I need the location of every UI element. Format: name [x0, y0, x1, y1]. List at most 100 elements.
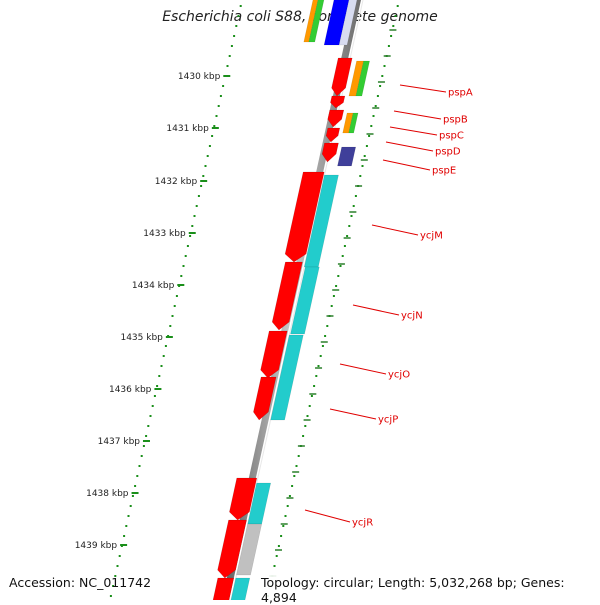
gene-cds-pspC — [325, 127, 341, 143]
gc-dot — [387, 45, 390, 47]
gene-cds-pspB — [330, 95, 346, 109]
gc-dot — [189, 235, 192, 237]
gene-label-ycjP: ycjP — [378, 415, 398, 426]
gc-dot — [125, 525, 128, 527]
gc-dot — [226, 65, 229, 67]
feature-tracks — [212, 0, 370, 600]
label-leader-line — [304, 509, 351, 523]
gc-dot — [184, 255, 187, 257]
gc-dot — [304, 425, 307, 427]
gc-dot — [164, 345, 167, 347]
gc-dot — [228, 55, 231, 57]
tick-label: 1436 kbp — [109, 385, 152, 395]
gene-label-pspE: pspE — [432, 166, 456, 177]
gene-label-ycjN: ycjN — [401, 311, 423, 322]
gene-cds-ycjT — [212, 577, 235, 600]
gc-dot — [180, 275, 183, 277]
label-leader-line — [399, 84, 447, 93]
gc-dot — [381, 75, 384, 77]
gc-dot — [197, 195, 200, 197]
gc-dot — [368, 135, 371, 137]
gc-dot — [142, 445, 145, 447]
gc-dot — [158, 375, 161, 377]
gc-dot — [315, 375, 318, 377]
label-leader-line — [389, 126, 438, 136]
gc-dot — [350, 215, 353, 217]
gc-dot — [324, 335, 327, 337]
label-leader-line — [393, 110, 442, 120]
label-leader-line — [382, 159, 431, 171]
gc-dot — [239, 5, 242, 7]
gc-dot — [202, 175, 205, 177]
gc-dot — [112, 585, 115, 587]
gc-dot — [372, 115, 375, 117]
gene-label-ycjM: ycjM — [420, 231, 443, 242]
gene-label-pspC: pspC — [439, 131, 464, 142]
gene-cds-pspB-2 — [327, 109, 345, 128]
gc-dot — [182, 265, 185, 267]
gc-dot — [217, 105, 220, 107]
gc-dot — [394, 15, 397, 17]
gc-dot — [140, 455, 143, 457]
gc-dot — [127, 515, 130, 517]
gc-dot — [173, 305, 176, 307]
label-leader-line — [329, 408, 377, 420]
cog-feature — [348, 112, 359, 134]
cog-feature — [290, 266, 320, 335]
gc-dot — [352, 205, 355, 207]
gc-dot — [219, 95, 222, 97]
gc-dot — [175, 295, 178, 297]
gc-dot — [208, 145, 211, 147]
gc-dot — [370, 125, 373, 127]
genome-stats-text: Topology: circular; Length: 5,032,268 bp… — [261, 575, 600, 605]
gc-dot — [118, 555, 121, 557]
gc-dot — [233, 35, 236, 37]
label-leader-line — [371, 224, 419, 236]
gc-dot — [308, 405, 311, 407]
cog-feature — [338, 0, 358, 46]
gc-dot — [147, 425, 150, 427]
gc-dot — [302, 435, 305, 437]
tick-label: 1439 kbp — [75, 541, 118, 551]
gene-label-ycjR: ycjR — [352, 518, 373, 529]
gene-cds-ycjO — [260, 330, 288, 379]
gc-dot — [361, 165, 364, 167]
gc-dot — [365, 145, 368, 147]
tick-label: 1433 kbp — [143, 229, 186, 239]
gc-dot — [211, 135, 214, 137]
gc-dot — [149, 415, 152, 417]
gc-dot — [330, 305, 333, 307]
gc-dot — [169, 325, 172, 327]
accession-text: Accession: NC_011742 — [9, 575, 152, 590]
gc-dot — [235, 25, 238, 27]
gc-dot — [396, 5, 399, 7]
gc-dot — [337, 275, 340, 277]
gc-dot — [326, 325, 329, 327]
gc-dot — [109, 595, 112, 597]
gc-dot — [291, 485, 294, 487]
gc-dot — [206, 155, 209, 157]
tick-label: 1438 kbp — [86, 489, 129, 499]
gc-dot — [288, 495, 291, 497]
gc-dot — [383, 65, 386, 67]
gc-dot — [317, 365, 320, 367]
gc-dot — [213, 125, 216, 127]
cog-feature — [355, 60, 370, 97]
gene-cds-ycjP — [253, 376, 277, 421]
gc-dot — [129, 505, 132, 507]
cog-feature — [230, 577, 251, 600]
gc-dot — [151, 405, 154, 407]
gc-dot — [392, 25, 395, 27]
gc-dot — [306, 415, 309, 417]
gene-cds-ycjN — [271, 261, 303, 331]
gc-dot — [160, 365, 163, 367]
tick-label: 1434 kbp — [132, 281, 175, 291]
gc-dot — [310, 395, 313, 397]
label-leader-line — [339, 363, 387, 375]
gc-dot — [162, 355, 165, 357]
map-title: Escherichia coli S88, complete genome — [162, 9, 438, 25]
gene-labels: pspA pspB pspC pspD pspE ycjM ycjN ycjO ycjP ycjR — [304, 84, 473, 529]
gene-label-pspA: pspA — [448, 88, 473, 99]
gc-dot — [295, 465, 298, 467]
gc-dot — [313, 385, 316, 387]
